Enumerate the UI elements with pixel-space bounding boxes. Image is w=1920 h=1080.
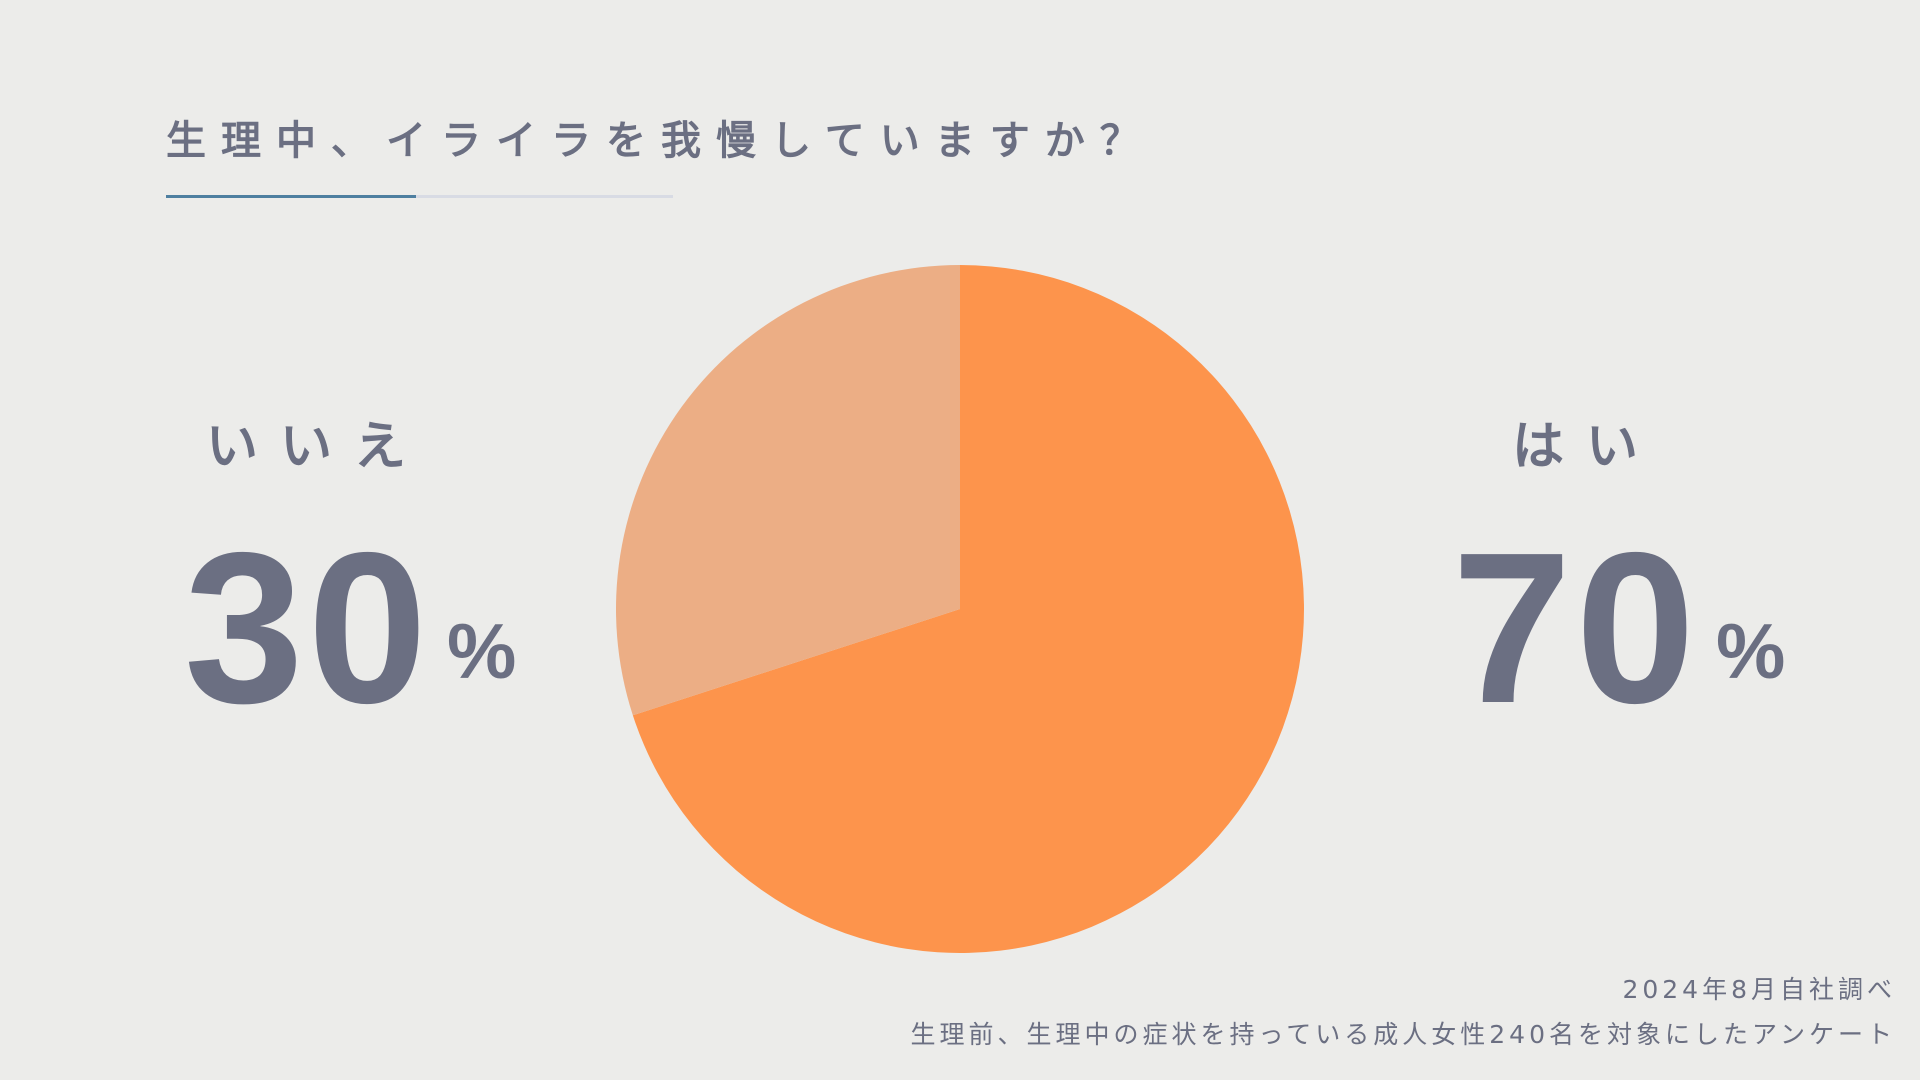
- value-no: 30: [184, 507, 432, 748]
- pie-slice-no: [616, 265, 960, 716]
- label-no: いいえ: [206, 417, 429, 477]
- footnote-survey: 生理前、生理中の症状を持っている成人女性240名を対象にしたアンケート: [910, 1020, 1896, 1049]
- page-title: 生理中、イライラを我慢していますか？: [166, 118, 1155, 164]
- title-underline-accent: [166, 195, 416, 198]
- value-yes: 70: [1452, 507, 1700, 748]
- title-underline-track: [166, 195, 673, 198]
- pie-slice-yes: [632, 265, 1304, 953]
- unit-yes: %: [1716, 607, 1786, 695]
- label-yes: はい: [1512, 417, 1661, 477]
- unit-no: %: [447, 607, 517, 695]
- footnote-date: 2024年8月自社調べ: [1622, 975, 1896, 1004]
